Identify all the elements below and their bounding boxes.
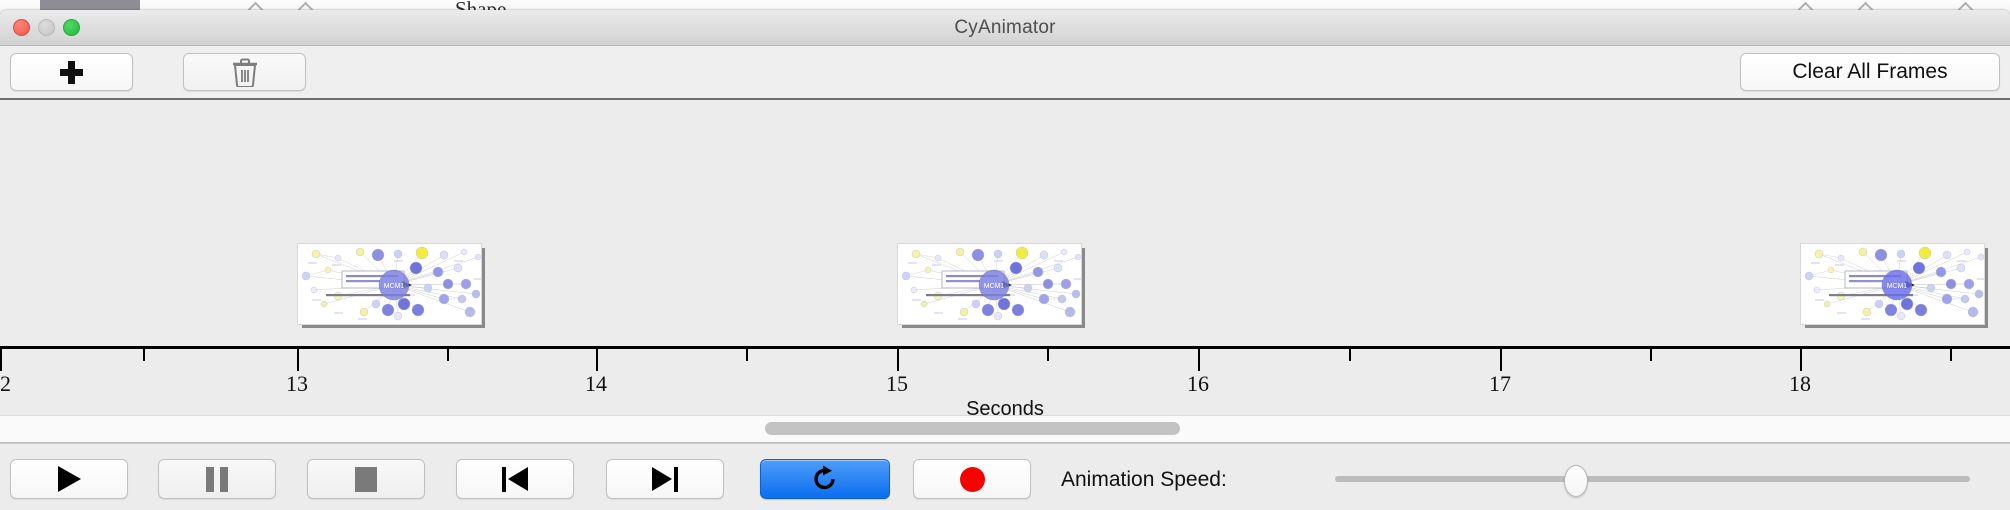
skip-to-start-button[interactable] <box>456 459 574 499</box>
add-frame-button[interactable] <box>10 53 133 91</box>
skip-forward-icon <box>652 466 678 492</box>
keyframe-thumbnail[interactable]: MCM1 <box>897 243 1085 328</box>
svg-text:MCM1: MCM1 <box>1887 283 1908 290</box>
axis-tick-label: 14 <box>585 371 607 396</box>
loop-icon <box>814 465 835 490</box>
keyframe-network-image: MCM1 <box>897 243 1082 325</box>
axis-tick-major <box>1500 349 1502 371</box>
cyanimator-window: CyAnimator Clear All Frames <box>0 10 2010 510</box>
clear-all-frames-button[interactable]: Clear All Frames <box>1740 53 2000 91</box>
axis-tick-label: 16 <box>1187 371 1209 396</box>
axis-line <box>0 346 2010 349</box>
slider-thumb[interactable] <box>1564 465 1589 497</box>
axis-tick-minor <box>143 349 145 361</box>
timeline-panel[interactable]: MCM1 MCM1 MCM1 Seconds 12 13 14 15 16 17 18 <box>0 100 2010 415</box>
axis-tick-minor <box>1650 349 1652 361</box>
axis-tick-major <box>0 349 2 371</box>
axis-tick-minor <box>447 349 449 361</box>
axis-tick-major <box>596 349 598 371</box>
skip-back-icon <box>502 466 528 492</box>
zoom-button[interactable] <box>63 19 80 36</box>
svg-text:MCM1: MCM1 <box>384 283 405 290</box>
axis-tick-minor <box>1349 349 1351 361</box>
window-controls <box>13 19 80 36</box>
axis-tick-label: 17 <box>1489 371 1511 396</box>
axis-tick-label: 18 <box>1789 371 1811 396</box>
window-titlebar: CyAnimator <box>0 10 2010 46</box>
loop-button[interactable] <box>760 459 890 499</box>
axis-tick-minor <box>1950 349 1952 361</box>
timeline-scrollbar[interactable] <box>0 415 2010 443</box>
stop-icon <box>355 466 377 492</box>
timeline-scrollbar-thumb[interactable] <box>765 422 1180 435</box>
timeline-axis: Seconds 12 13 14 15 16 17 18 <box>0 346 2010 415</box>
axis-unit-label: Seconds <box>966 398 1044 415</box>
playback-controls: Animation Speed: <box>0 443 2010 510</box>
keyframe-network-image: MCM1 <box>1800 243 1985 325</box>
stop-button[interactable] <box>307 459 425 499</box>
axis-tick-major <box>297 349 299 371</box>
skip-to-end-button[interactable] <box>606 459 724 499</box>
slider-track[interactable] <box>1335 476 1970 482</box>
clear-all-frames-label: Clear All Frames <box>1792 60 1948 83</box>
play-icon <box>57 466 81 492</box>
axis-tick-major <box>1800 349 1802 371</box>
plus-icon <box>59 60 84 85</box>
record-button[interactable] <box>913 459 1031 499</box>
close-button[interactable] <box>13 19 30 36</box>
play-button[interactable] <box>10 459 128 499</box>
keyframe-thumbnail[interactable]: MCM1 <box>1800 243 1988 328</box>
axis-tick-major <box>897 349 899 371</box>
keyframe-thumbnail[interactable]: MCM1 <box>297 243 485 328</box>
window-title: CyAnimator <box>954 17 1056 38</box>
animation-speed-slider[interactable] <box>1335 459 1970 499</box>
axis-tick-minor <box>746 349 748 361</box>
record-icon <box>959 466 985 492</box>
axis-tick-major <box>1198 349 1200 371</box>
frames-toolbar: Clear All Frames <box>0 46 2010 100</box>
trash-icon <box>232 58 257 87</box>
svg-text:MCM1: MCM1 <box>984 283 1005 290</box>
keyframe-network-image: MCM1 <box>297 243 482 325</box>
pause-button[interactable] <box>158 459 276 499</box>
animation-speed-label: Animation Speed: <box>1061 468 1227 491</box>
axis-tick-label: 12 <box>0 371 11 396</box>
minimize-button[interactable] <box>38 19 55 36</box>
axis-tick-label: 15 <box>886 371 908 396</box>
keyframe-track[interactable]: MCM1 MCM1 MCM1 <box>0 100 2010 346</box>
delete-frame-button[interactable] <box>183 53 306 91</box>
axis-tick-label: 13 <box>286 371 308 396</box>
axis-tick-minor <box>1047 349 1049 361</box>
pause-icon <box>206 466 228 492</box>
